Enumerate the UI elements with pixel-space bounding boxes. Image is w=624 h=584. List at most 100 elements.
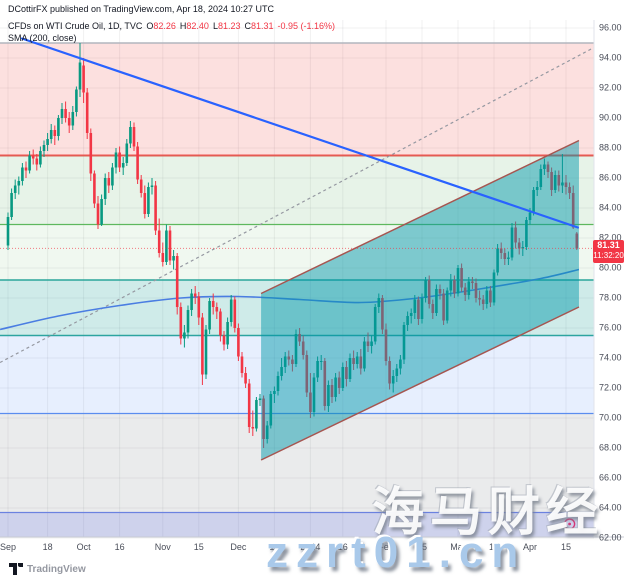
symbol-legend-row[interactable]: CFDs on WTI Crude Oil, 1D, TVC O82.26 H82.… — [8, 21, 336, 31]
chart-legend: CFDs on WTI Crude Oil, 1D, TVC O82.26 H82.… — [8, 21, 335, 44]
candle-body — [280, 367, 283, 376]
candle-body — [417, 299, 420, 319]
candle-body — [265, 425, 269, 439]
candle-body — [337, 377, 341, 388]
price-axis-tick: 82.00 — [599, 232, 622, 242]
candle-body — [93, 173, 96, 204]
candle-body — [121, 163, 125, 168]
time-axis-tick: Feb — [378, 542, 394, 552]
candle-body — [449, 280, 453, 291]
candle-body — [474, 283, 478, 298]
price-axis-tick: 74.00 — [599, 352, 622, 362]
candle-body — [283, 356, 287, 367]
candle-body — [445, 290, 449, 321]
candle-body — [276, 376, 280, 391]
price-axis-tick: 92.00 — [599, 82, 622, 92]
candle-body — [510, 227, 514, 258]
time-axis-tick: 15 — [269, 542, 279, 552]
price-zone-band — [0, 413, 594, 513]
symbol-title[interactable]: CFDs on WTI Crude Oil, 1D, TVC — [8, 21, 143, 31]
candle-body — [553, 175, 557, 190]
candle-body — [6, 217, 10, 246]
candle-body — [366, 341, 370, 346]
candle-body — [503, 253, 507, 259]
high-value: 82.40 — [186, 21, 209, 31]
candle-body — [463, 287, 467, 295]
time-axis-tick: Oct — [77, 542, 92, 552]
candle-body — [323, 361, 327, 406]
sma-label: SMA (200, close) — [8, 33, 77, 43]
time-axis-tick: 2024 — [300, 542, 320, 552]
time-axis-tick: 15 — [489, 542, 499, 552]
candle-body — [168, 230, 172, 261]
tradingview-logo-text: TradingView — [27, 563, 86, 575]
candle-body — [424, 280, 427, 298]
candle-body — [269, 394, 273, 426]
candle-body — [381, 298, 384, 330]
candle-body — [165, 230, 168, 262]
parallel-channel-fill — [261, 140, 579, 460]
bar-countdown: 11:32:20 — [593, 251, 624, 260]
candle-body — [219, 311, 222, 336]
candle-body — [305, 355, 309, 393]
candle-body — [13, 185, 17, 193]
candle-body — [143, 193, 147, 214]
time-axis-tick: 15 — [194, 542, 204, 552]
candle-body — [341, 367, 345, 388]
candle-body — [244, 373, 247, 384]
candle-body — [258, 398, 262, 400]
candle-body — [111, 167, 114, 186]
candle-body — [409, 313, 413, 316]
candle-body — [291, 359, 294, 364]
candle-body — [384, 329, 388, 361]
sma-legend-row[interactable]: SMA (200, close) — [8, 33, 335, 44]
candle-body — [377, 298, 381, 307]
price-axis-tick: 96.00 — [599, 22, 622, 32]
price-axis-tick: 86.00 — [599, 172, 622, 182]
candle-body — [17, 181, 21, 186]
candle-body — [399, 359, 402, 369]
candle-body — [132, 127, 136, 147]
candle-body — [413, 299, 417, 313]
candle-body — [82, 65, 85, 93]
candle-body — [114, 152, 118, 168]
time-axis-tick: 15 — [417, 542, 427, 552]
low-value: 81.23 — [217, 21, 241, 31]
candle-body — [67, 118, 71, 126]
price-axis-tick: 90.00 — [599, 112, 622, 122]
candle-body — [370, 341, 373, 346]
price-axis-tick: 68.00 — [599, 442, 622, 452]
watermark-url: zzrt01.cn — [266, 528, 527, 577]
candle-body — [154, 185, 157, 231]
price-zone-band — [0, 43, 594, 156]
time-axis-tick: 16 — [115, 542, 125, 552]
time-axis-tick: Mar — [450, 542, 466, 552]
time-axis-tick: Nov — [155, 542, 172, 552]
price-axis-tick: 66.00 — [599, 472, 622, 482]
candle-body — [438, 289, 442, 294]
candle-body — [467, 281, 471, 295]
candle-body — [46, 139, 49, 145]
price-axis-tick: 62.00 — [599, 532, 622, 542]
candle-body — [222, 335, 226, 345]
time-axis-tick: Sep — [0, 542, 16, 552]
candle-body — [492, 272, 496, 303]
candle-body — [49, 130, 53, 139]
candle-body — [571, 193, 575, 228]
candle-body — [298, 334, 301, 342]
publish-caption: DCottirFX published on TradingView.com, … — [8, 4, 274, 14]
candle-body — [125, 143, 129, 163]
candle-body — [471, 281, 474, 283]
candle-body — [485, 290, 489, 304]
candle-body — [237, 328, 240, 357]
candle-body — [435, 289, 438, 313]
candle-body — [157, 230, 161, 253]
candle-body — [420, 298, 424, 319]
candle-body — [100, 199, 103, 225]
candle-body — [499, 248, 503, 253]
candle-body — [301, 341, 305, 355]
candle-body — [517, 242, 521, 249]
tradingview-logo[interactable]: TradingView — [9, 563, 86, 575]
